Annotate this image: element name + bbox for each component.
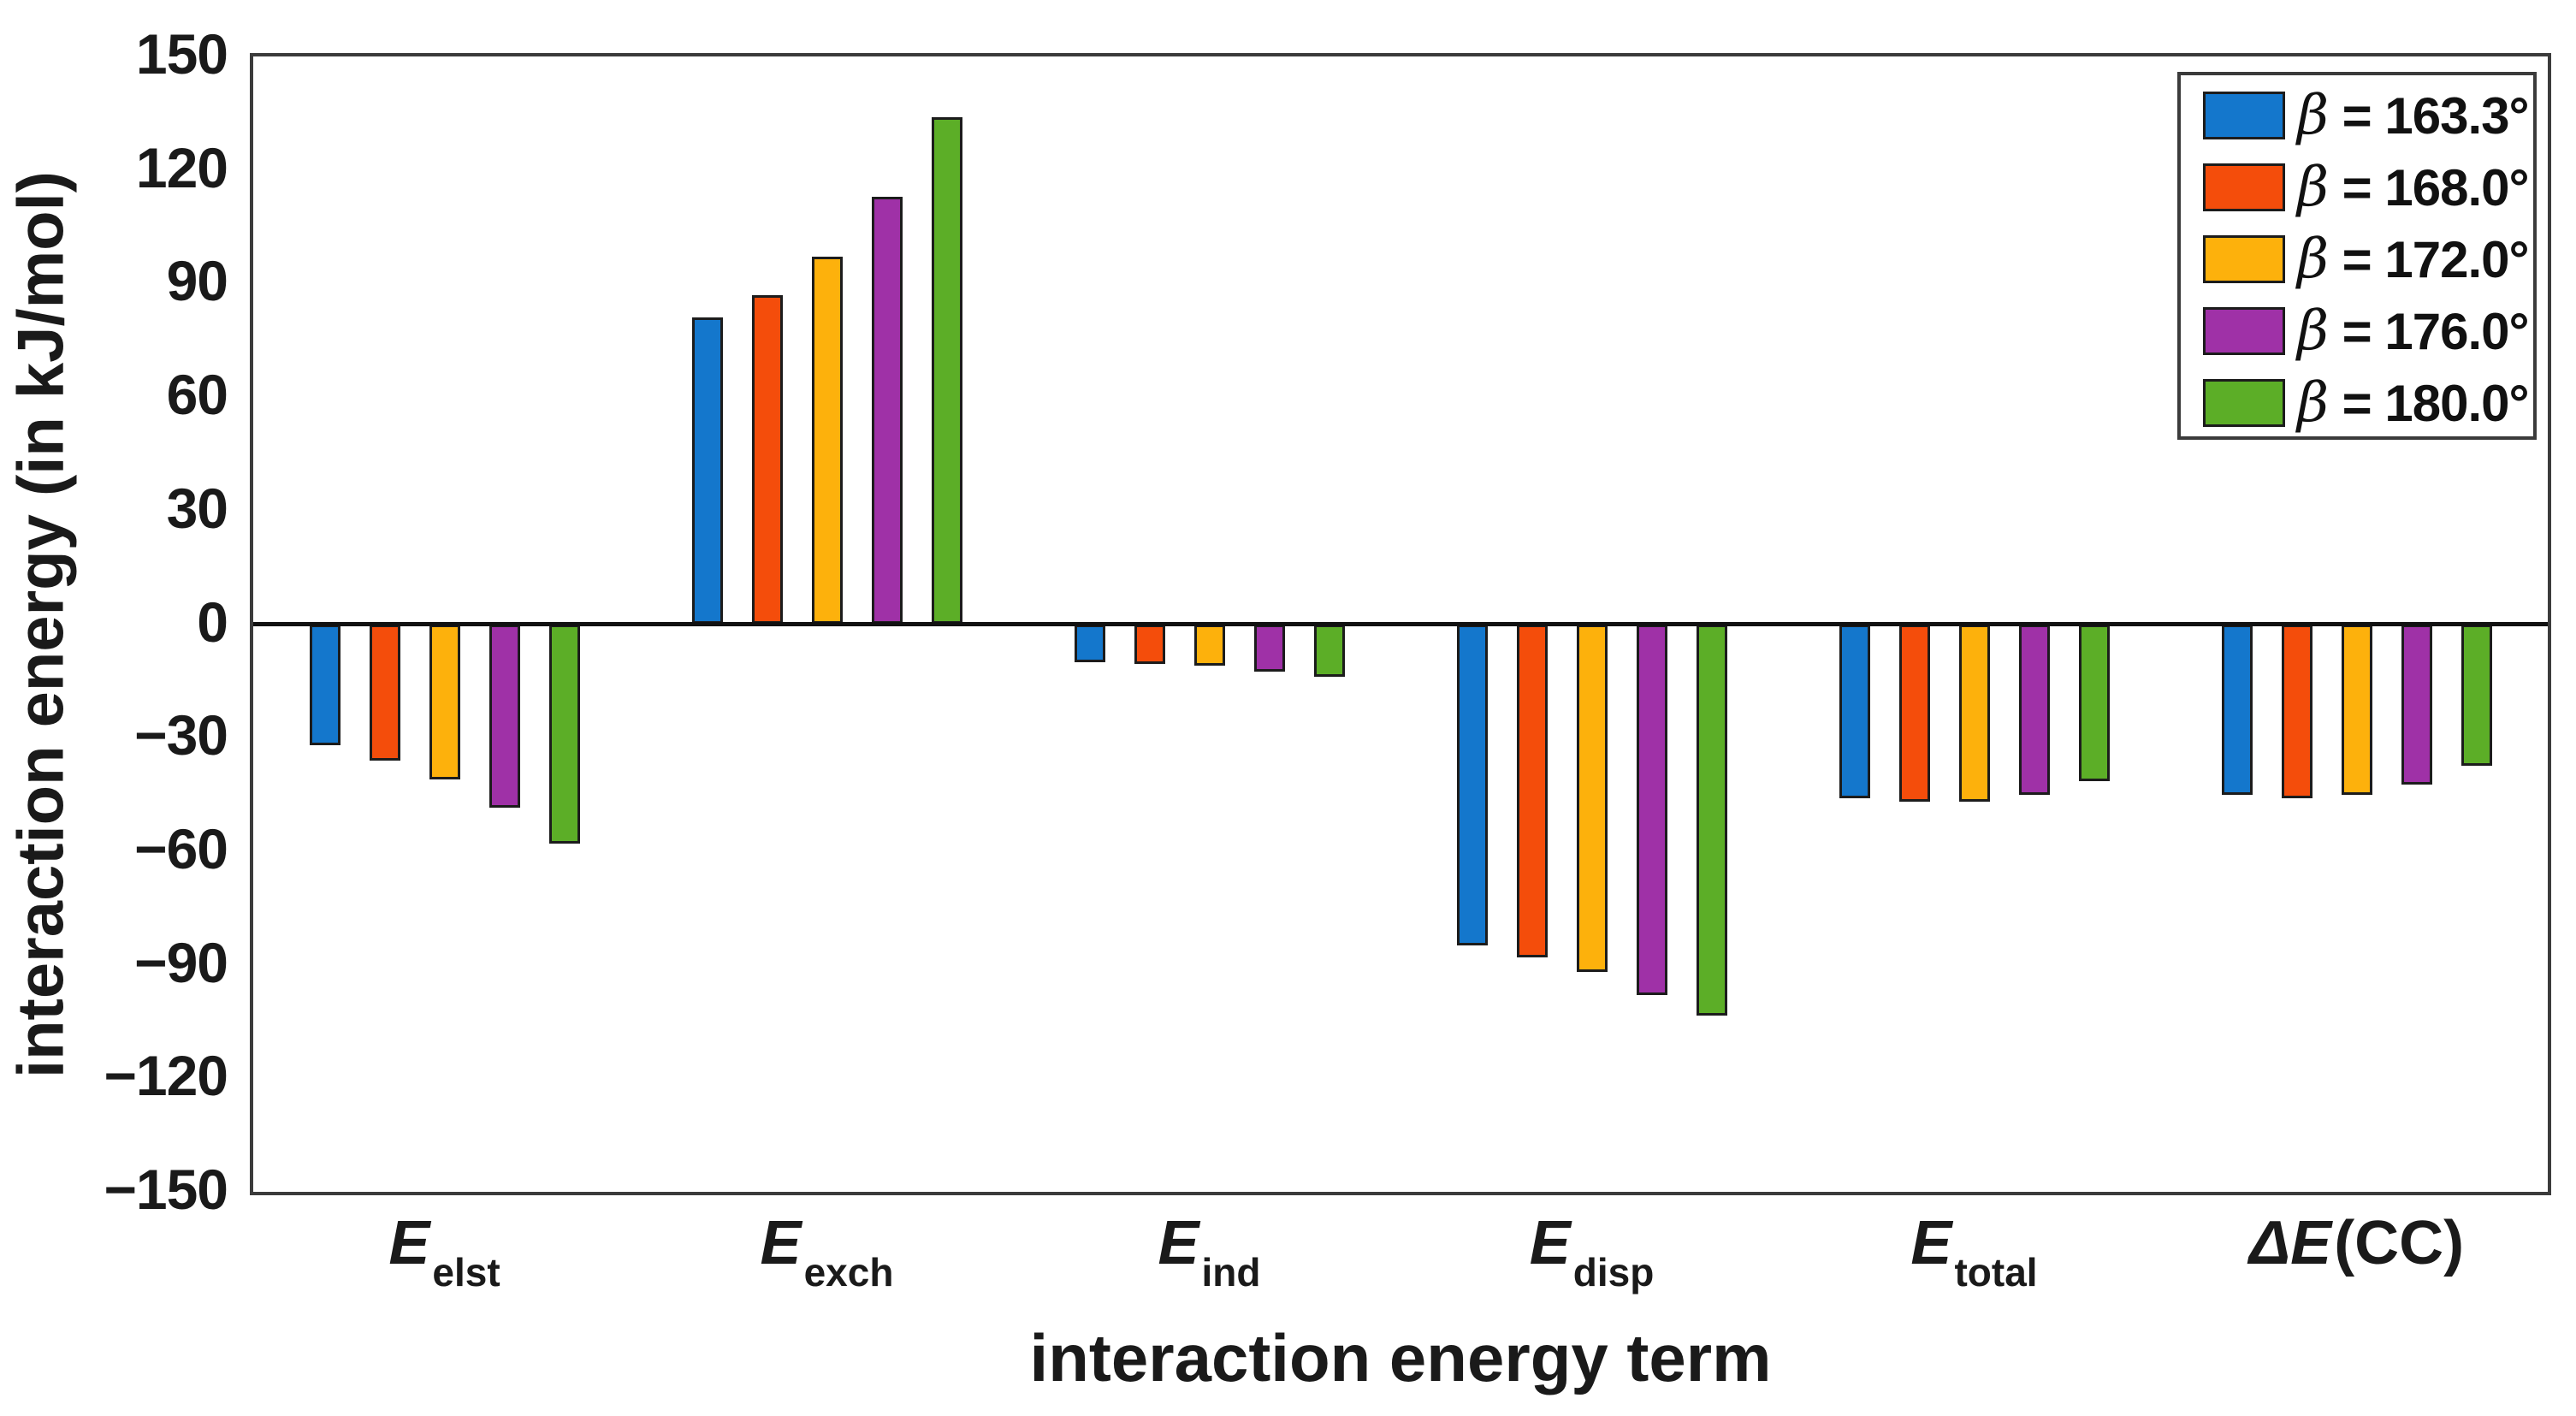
bar-ΔE(CC)-series4 xyxy=(2401,624,2432,785)
bar-Eind-series2 xyxy=(1134,624,1165,664)
bar-ΔE(CC)-series2 xyxy=(2281,624,2312,798)
y-tick-label: 90 xyxy=(166,249,228,313)
legend-entry: β = 176.0° xyxy=(2181,295,2533,367)
y-tick-label: −60 xyxy=(134,816,228,880)
bar-Edisp-series1 xyxy=(1456,624,1488,946)
beta-symbol: β xyxy=(2297,371,2329,435)
bar-Eind-series5 xyxy=(1313,624,1345,678)
bar-ΔE(CC)-series1 xyxy=(2221,624,2253,795)
category-suffix: (CC) xyxy=(2334,1209,2465,1277)
x-category-label: Eexch xyxy=(622,1208,1033,1295)
beta-symbol: β xyxy=(2297,156,2329,219)
x-category-label: Edisp xyxy=(1387,1208,1797,1295)
category-subscript: elst xyxy=(432,1250,500,1295)
legend-label: β = 163.3° xyxy=(2297,84,2530,147)
bar-Etotal-series5 xyxy=(2078,624,2110,782)
legend-label: β = 176.0° xyxy=(2297,299,2530,363)
legend-value-text: = 163.3° xyxy=(2329,87,2530,145)
bar-Edisp-series4 xyxy=(1636,624,1667,995)
bar-Edisp-series2 xyxy=(1516,624,1548,957)
x-axis-title: interaction energy term xyxy=(1029,1320,1772,1395)
bar-Eexch-series5 xyxy=(931,116,962,625)
legend: β = 163.3° β = 168.0° β = 172.0° β = 176.0°… xyxy=(2177,72,2537,440)
bar-Etotal-series1 xyxy=(1839,624,1870,798)
bar-Edisp-series5 xyxy=(1696,624,1727,1016)
bar-Eelst-series1 xyxy=(309,624,341,746)
category-symbol: E xyxy=(760,1209,802,1277)
legend-color-swatch xyxy=(2203,235,2285,283)
category-prefix: Δ xyxy=(2248,1209,2291,1277)
legend-label: β = 172.0° xyxy=(2297,228,2530,291)
legend-color-swatch xyxy=(2203,92,2285,139)
category-subscript: total xyxy=(1954,1250,2038,1295)
bar-Etotal-series4 xyxy=(2018,624,2050,795)
beta-symbol: β xyxy=(2297,84,2329,147)
legend-entry: β = 172.0° xyxy=(2181,223,2533,295)
category-symbol: E xyxy=(1529,1209,1571,1277)
bar-Etotal-series2 xyxy=(1898,624,1930,803)
bar-ΔE(CC)-series3 xyxy=(2341,624,2372,795)
zero-line xyxy=(253,622,2548,626)
bar-ΔE(CC)-series5 xyxy=(2461,624,2492,767)
bar-Eexch-series4 xyxy=(871,196,903,625)
legend-value-text: = 168.0° xyxy=(2329,159,2530,216)
bar-Eind-series1 xyxy=(1074,624,1105,662)
bar-Eexch-series2 xyxy=(751,294,783,625)
x-category-label: Eelst xyxy=(240,1208,650,1295)
legend-entry: β = 180.0° xyxy=(2181,367,2533,439)
legend-label: β = 168.0° xyxy=(2297,156,2530,219)
legend-value-text: = 180.0° xyxy=(2329,375,2530,432)
category-symbol: E xyxy=(1910,1209,1952,1277)
y-tick-label: 150 xyxy=(135,21,228,86)
y-tick-label: −90 xyxy=(134,930,228,994)
category-symbol: E xyxy=(388,1209,430,1277)
y-tick-label: 30 xyxy=(166,476,228,540)
legend-label: β = 180.0° xyxy=(2297,371,2530,435)
legend-color-swatch xyxy=(2203,163,2285,211)
y-tick-label: −150 xyxy=(104,1157,228,1221)
category-subscript: ind xyxy=(1201,1250,1261,1295)
bar-Eelst-series4 xyxy=(489,624,520,809)
x-category-label: ΔE(CC) xyxy=(2152,1208,2562,1278)
beta-symbol: β xyxy=(2297,228,2329,291)
y-tick-label: 60 xyxy=(166,363,228,427)
legend-entry: β = 163.3° xyxy=(2181,80,2533,151)
bar-Edisp-series3 xyxy=(1576,624,1608,973)
bar-Eelst-series3 xyxy=(429,624,460,779)
legend-color-swatch xyxy=(2203,307,2285,355)
y-tick-label: 0 xyxy=(197,590,228,654)
bar-Eind-series3 xyxy=(1193,624,1225,667)
bar-Eelst-series2 xyxy=(369,624,400,761)
x-category-label: Etotal xyxy=(1769,1208,2180,1295)
bar-Eexch-series3 xyxy=(811,257,843,625)
category-symbol: E xyxy=(2290,1209,2332,1277)
bar-Eelst-series5 xyxy=(548,624,580,844)
legend-value-text: = 172.0° xyxy=(2329,231,2530,288)
bar-Eind-series4 xyxy=(1253,624,1285,672)
legend-value-text: = 176.0° xyxy=(2329,303,2530,360)
y-tick-label: 120 xyxy=(135,135,228,199)
y-tick-label: −120 xyxy=(104,1044,228,1108)
beta-symbol: β xyxy=(2297,299,2329,363)
category-symbol: E xyxy=(1158,1209,1199,1277)
bar-Etotal-series3 xyxy=(1958,624,1990,803)
x-category-label: Eind xyxy=(1004,1208,1415,1295)
category-subscript: disp xyxy=(1572,1250,1655,1295)
bar-Eexch-series1 xyxy=(691,317,723,625)
legend-entry: β = 168.0° xyxy=(2181,151,2533,223)
category-subscript: exch xyxy=(803,1250,894,1295)
legend-color-swatch xyxy=(2203,379,2285,427)
plot-frame xyxy=(250,53,2551,1195)
y-tick-label: −30 xyxy=(134,703,228,767)
